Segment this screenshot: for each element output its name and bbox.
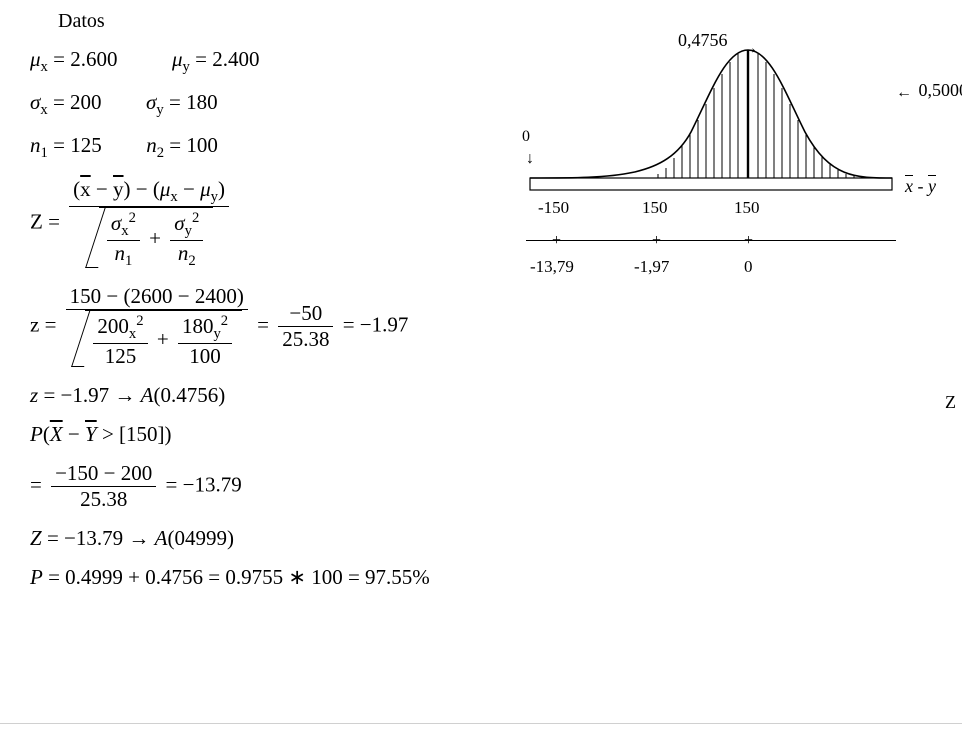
plus: + [149,226,161,250]
normal-curve-figure: 0,4756 → ← 0,5000 0 ↓ [516,32,936,272]
numerator: −50 [278,301,333,326]
mu-y: μy = 2.400 [172,47,259,71]
sub: 1 [41,146,48,162]
tick-label: -1,97 [634,257,669,277]
numerator: 150 − (2600 − 2400) [66,284,248,309]
sym: σ [30,90,40,114]
val: 180 [186,90,218,114]
frac2: −50 25.38 [278,301,333,352]
final-line: P = 0.4999 + 0.4756 = 0.9755 ∗ 100 = 97.… [30,565,932,590]
sym: σ [146,90,156,114]
sub: 2 [157,146,164,162]
tick-label: -13,79 [530,257,574,277]
frac1: 150 − (2600 − 2400) 200x2125 + 180y2100 [66,284,248,369]
page: Datos μx = 2.600 μy = 2.400 σx = 200 σy … [0,0,962,732]
sigma-x: σx = 200 [30,90,107,114]
n2: n2 = 100 [146,133,218,157]
val: 2.400 [212,47,259,71]
tick-label: -150 [538,198,569,218]
scale-row-1: -150 150 150 [526,198,896,218]
z-area-line: z = −1.97 → A(0.4756) [30,383,932,408]
val: 2.600 [70,47,117,71]
tick-mark: + [744,232,753,250]
axis2-label: Z [945,392,956,413]
scale-row-2: -13,79 -1,97 0 [526,257,896,277]
section-title: Datos [58,10,932,33]
frac: −150 − 200 25.38 [51,461,156,512]
denominator: σx2n1 + σy2n2 [69,206,229,270]
eq: = [166,473,178,497]
tick-label: 150 [642,198,668,218]
footer-rule [0,723,962,724]
scale-axis: + + + [526,240,896,251]
sigma-y: σy = 180 [146,90,218,114]
tick-label: 150 [734,198,760,218]
sub: x [41,59,48,75]
sub: y [183,59,190,75]
eq: = [257,313,269,337]
area-right-label: 0,5000 [919,80,962,101]
fraction: (x − y) − (μx − μy) σx2n1 + σy2n2 [69,177,229,271]
sqrt: σx2n1 + σy2n2 [85,207,213,270]
second-z: = −150 − 200 25.38 = −13.79 [30,461,932,512]
lhs: = [30,473,42,497]
eq: = [343,313,355,337]
arrow-left-icon: ← [896,84,912,102]
sym: μ [30,47,41,71]
lhs: Z = [30,209,60,233]
sym: n [30,133,41,157]
val: 200 [70,90,102,114]
axis1-label: x - y [905,176,936,197]
val: 125 [70,133,102,157]
numerator: −150 − 200 [51,461,156,486]
sub: x [40,102,47,118]
z-calc: z = 150 − (2600 − 2400) 200x2125 + 180y2… [30,284,932,369]
denominator: 25.38 [278,326,333,352]
tick-label: 0 [744,257,753,277]
numerator: (x − y) − (μx − μy) [69,177,229,206]
lhs: z = [30,313,56,337]
n1: n1 = 125 [30,133,107,157]
result: −1.97 [360,313,409,337]
denominator: 200x2125 + 180y2100 [66,309,248,369]
scales: -150 150 150 + + + -13,79 -1,97 0 Z [526,198,936,277]
tick-mark: + [652,232,661,250]
bell-svg [526,32,896,192]
val: 100 [186,133,218,157]
mu-x: μx = 2.600 [30,47,123,71]
sym: μ [172,47,183,71]
denominator: 25.38 [51,486,156,512]
z2-area-line: Z = −13.79 → A(04999) [30,526,932,551]
bell-curve: 0 ↓ [526,32,896,192]
tick-mark: + [552,232,561,250]
sub: y [156,102,163,118]
prob-header: P(X − Y > [150]) [30,422,932,447]
sym: n [146,133,157,157]
result: −13.79 [183,473,242,497]
